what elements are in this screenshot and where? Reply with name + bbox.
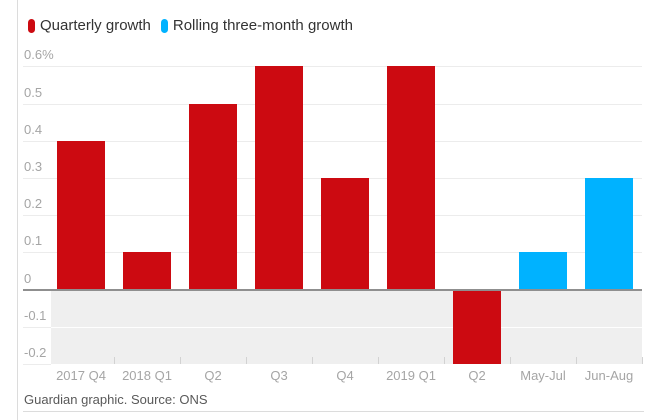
- legend-swatch-blue-icon: [160, 18, 168, 33]
- bar-2018-q1: [123, 252, 171, 291]
- legend-item-rolling-growth: Rolling three-month growth: [160, 17, 353, 34]
- bottom-border-rule: [23, 411, 644, 412]
- bar-q3: [255, 66, 303, 291]
- y-axis-tick-label: 0.1: [24, 233, 43, 248]
- legend-label: Quarterly growth: [40, 17, 151, 34]
- legend-label: Rolling three-month growth: [172, 17, 353, 34]
- y-axis-tick-label: 0.4: [24, 122, 43, 137]
- gridline: [23, 141, 642, 142]
- bar-jun-aug: [585, 178, 633, 291]
- bar-q2: [189, 104, 237, 291]
- bar-q2: [453, 291, 501, 364]
- x-axis-label-q2: Q2: [204, 368, 222, 383]
- x-axis-label-q2: Q2: [468, 368, 486, 383]
- gridline: [23, 364, 51, 365]
- x-axis-label-q3: Q3: [270, 368, 288, 383]
- gridline: [23, 66, 642, 67]
- x-axis-label-2019-q1: 2019 Q1: [386, 368, 436, 383]
- zero-axis-line: [23, 289, 642, 291]
- x-axis-tick: [180, 357, 181, 364]
- bar-2017-q4: [57, 141, 105, 291]
- x-axis-tick: [444, 357, 445, 364]
- x-axis-label-may-jul: May-Jul: [520, 368, 566, 383]
- x-axis-label-q4: Q4: [336, 368, 354, 383]
- bar-2019-q1: [387, 66, 435, 291]
- legend-item-quarterly-growth: Quarterly growth: [28, 17, 151, 34]
- x-axis-tick: [642, 357, 643, 364]
- gridline: [51, 364, 642, 365]
- y-axis-tick-label: 0.3: [24, 159, 43, 174]
- x-axis-label-2017-q4: 2017 Q4: [56, 368, 106, 383]
- y-axis-tick-label: -0.1: [24, 308, 47, 323]
- gridline: [23, 104, 642, 105]
- x-axis-label-jun-aug: Jun-Aug: [584, 368, 634, 383]
- legend: Quarterly growth Rolling three-month gro…: [28, 17, 353, 34]
- x-axis-tick: [378, 357, 379, 364]
- source-credit: Guardian graphic. Source: ONS: [24, 392, 208, 407]
- gridline: [51, 327, 642, 328]
- y-axis-tick-label: 0.6%: [24, 47, 54, 62]
- y-axis-tick-label: -0.2: [24, 345, 47, 360]
- x-axis-label-2018-q1: 2018 Q1: [122, 368, 172, 383]
- y-axis-tick-label: 0: [24, 271, 32, 286]
- x-axis-tick: [312, 357, 313, 364]
- left-border-rule: [17, 0, 18, 420]
- y-axis-tick-label: 0.2: [24, 196, 43, 211]
- legend-swatch-red-icon: [28, 18, 35, 33]
- x-axis-tick: [246, 357, 247, 364]
- gridline: [23, 327, 51, 328]
- x-axis-tick: [510, 357, 511, 364]
- bar-may-jul: [519, 252, 567, 291]
- y-axis-tick-label: 0.5: [24, 85, 43, 100]
- x-axis-tick: [114, 357, 115, 364]
- bar-q4: [321, 178, 369, 291]
- x-axis-tick: [576, 357, 577, 364]
